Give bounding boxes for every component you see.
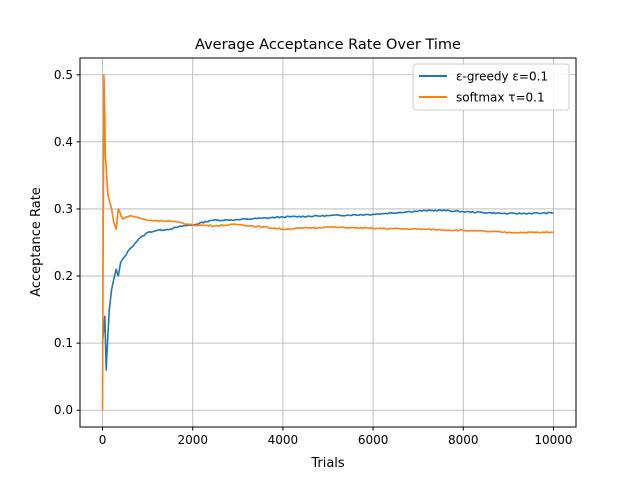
y-tick-label: 0.3 (54, 202, 73, 216)
legend-label: ε-greedy ε=0.1 (456, 70, 548, 84)
series-line-0 (101, 209, 554, 371)
legend-box (412, 63, 570, 111)
x-tick-label: 10000 (534, 433, 572, 447)
x-tick-label: 6000 (358, 433, 389, 447)
x-tick-label: 0 (99, 433, 107, 447)
y-tick-label: 0.4 (54, 135, 73, 149)
y-axis-label: Acceptance Rate (29, 187, 44, 297)
legend: ε-greedy ε=0.1 softmax τ=0.1 (412, 63, 570, 111)
y-tick-label: 0.5 (54, 68, 73, 82)
y-tick-label: 0.0 (54, 403, 73, 417)
x-axis-label: Trials (310, 456, 345, 471)
series-line-1 (101, 74, 554, 411)
plot-frame (79, 57, 577, 428)
x-tick-label: 4000 (268, 433, 299, 447)
y-tick-label: 0.1 (54, 336, 73, 350)
legend-label: softmax τ=0.1 (456, 91, 545, 105)
y-tick-label: 0.2 (54, 269, 73, 283)
x-tick-label: 2000 (177, 433, 208, 447)
x-tick-label: 8000 (448, 433, 479, 447)
chart-title: Average Acceptance Rate Over Time (195, 37, 461, 53)
